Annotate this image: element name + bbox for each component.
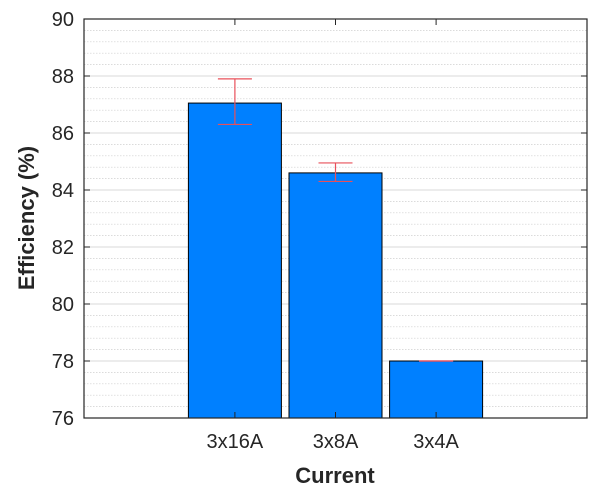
y-tick-label: 78 bbox=[52, 351, 74, 373]
bar-3x8A bbox=[288, 172, 383, 419]
y-tick-label: 80 bbox=[52, 294, 74, 316]
bar-3x16A bbox=[187, 102, 282, 419]
bar-3x4A bbox=[389, 360, 484, 419]
y-tick-label: 90 bbox=[52, 9, 74, 31]
x-tick-label: 3x8A bbox=[313, 431, 359, 453]
x-axis-label: Current bbox=[295, 463, 375, 487]
y-tick-label: 82 bbox=[52, 237, 74, 259]
y-tick-label: 88 bbox=[52, 66, 74, 88]
x-tick-label: 3x4A bbox=[413, 431, 459, 453]
axis-ticks: 76 78 80 82 84 86 88 90 3x16A 3x8A 3x4A bbox=[52, 9, 587, 453]
y-axis-label: Efficiency (%) bbox=[14, 146, 39, 290]
y-tick-label: 76 bbox=[52, 408, 74, 430]
bars bbox=[187, 102, 484, 419]
y-tick-label: 86 bbox=[52, 123, 74, 145]
error-bars bbox=[217, 78, 454, 362]
y-tick-label: 84 bbox=[52, 180, 74, 202]
x-tick-label: 3x16A bbox=[207, 431, 264, 453]
